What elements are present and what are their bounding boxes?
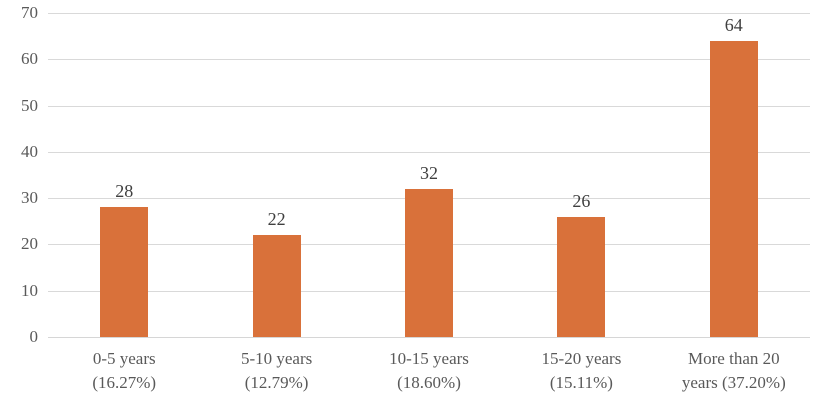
x-axis-category-label: More than 20 years (37.20%) <box>681 349 786 392</box>
y-axis-tick-label: 10 <box>21 280 38 300</box>
bar-value-label: 64 <box>724 14 743 35</box>
plot-area: 28 22 32 26 64 <box>48 13 810 338</box>
y-axis-tick-label: 50 <box>21 95 38 115</box>
bar <box>405 188 453 337</box>
x-axis-category-label: 10-15 years (18.60%) <box>389 349 469 392</box>
y-axis-tick-label: 40 <box>21 141 38 161</box>
gridline <box>48 151 810 153</box>
y-axis-tick-label: 60 <box>21 49 38 69</box>
bar <box>100 207 149 337</box>
gridline <box>48 59 810 61</box>
x-axis-category-label: 5-10 years (12.79%) <box>240 349 313 392</box>
bar-value-label: 32 <box>419 162 438 183</box>
x-axis-line <box>48 337 810 338</box>
bar-value-label: 28 <box>115 181 134 202</box>
bar <box>709 40 758 337</box>
x-axis-category-label: 0-5 years (16.27%) <box>92 349 157 392</box>
y-axis-tick-label: 30 <box>21 188 38 208</box>
gridline <box>48 13 810 14</box>
x-axis-category-label: 15-20 years (15.11%) <box>541 349 622 392</box>
bar <box>557 216 606 337</box>
bar-value-label: 26 <box>572 190 591 211</box>
y-axis-tick-label: 70 <box>21 3 38 22</box>
bar <box>252 235 301 337</box>
y-axis-tick-label: 20 <box>21 234 38 254</box>
x-axis: 0-5 years (16.27%) 5-10 years (12.79%) 10-… <box>48 347 810 395</box>
y-axis-tick-label: 0 <box>29 327 39 346</box>
gridline <box>48 105 810 107</box>
bar-value-label: 22 <box>267 209 286 230</box>
